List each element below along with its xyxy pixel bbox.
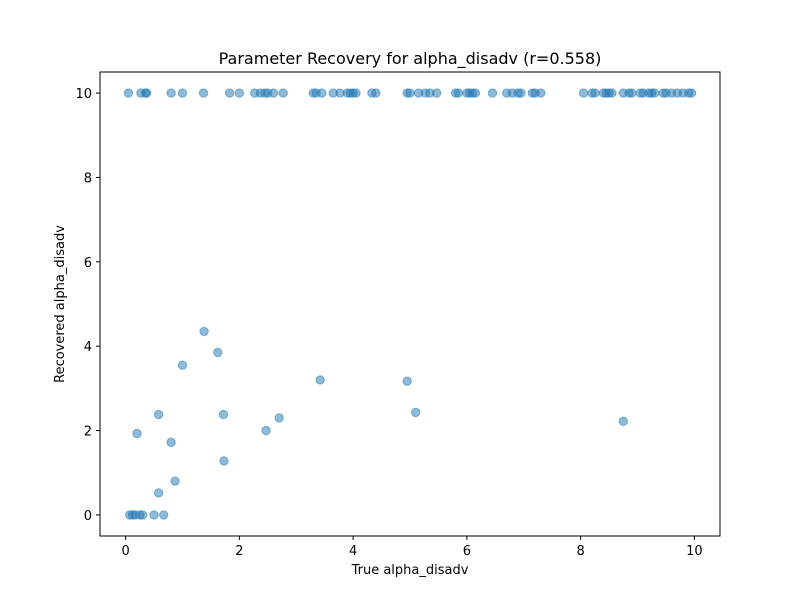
data-point	[224, 88, 235, 98]
data-point	[268, 88, 279, 98]
data-point	[315, 375, 325, 385]
plot-frame	[99, 71, 721, 537]
y-tick-label: 8	[84, 171, 92, 186]
y-tick-label: 2	[84, 425, 92, 440]
data-point	[261, 425, 271, 436]
data-point	[278, 88, 288, 98]
y-axis: 0 2 4 6 8 10	[75, 87, 100, 524]
data-point	[153, 488, 164, 498]
data-point	[410, 407, 421, 418]
y-tick-label: 4	[84, 340, 92, 355]
data-point	[371, 88, 381, 98]
data-point	[199, 326, 209, 337]
data-point	[177, 88, 188, 98]
x-tick-label: 0	[121, 544, 129, 559]
data-point	[649, 88, 660, 98]
data-point	[686, 88, 697, 98]
data-point	[402, 376, 412, 386]
data-point	[123, 88, 134, 98]
data-point	[198, 88, 209, 98]
data-point	[453, 88, 464, 98]
data-point	[166, 437, 176, 448]
data-point	[590, 88, 600, 98]
data-point	[137, 510, 148, 520]
data-point	[213, 347, 223, 358]
data-point	[317, 88, 327, 98]
data-point	[618, 416, 628, 426]
points-layer	[123, 88, 697, 520]
data-point	[166, 88, 176, 98]
data-point	[432, 88, 442, 98]
chart-title: Parameter Recovery for alpha_disadv (r=0…	[219, 49, 602, 69]
x-axis: 0 2 4 6 8 10	[121, 536, 703, 559]
x-tick-label: 2	[235, 544, 243, 559]
x-axis-label: True alpha_disadv	[351, 563, 469, 578]
x-tick-label: 6	[463, 544, 471, 559]
data-point	[607, 88, 617, 98]
data-point	[141, 88, 152, 98]
data-point	[470, 88, 481, 98]
data-point	[487, 88, 498, 98]
y-tick-label: 6	[84, 256, 92, 271]
data-point	[405, 88, 415, 98]
data-point	[234, 88, 245, 98]
data-point	[627, 88, 637, 98]
y-axis-label: Recovered alpha_disadv	[53, 225, 68, 383]
x-tick-label: 4	[349, 544, 357, 559]
data-point	[132, 428, 142, 439]
data-point	[516, 88, 526, 98]
data-point	[218, 409, 229, 420]
data-point	[177, 360, 188, 370]
data-point	[351, 88, 361, 98]
data-point	[578, 88, 589, 98]
x-tick-label: 10	[686, 544, 703, 559]
data-point	[159, 510, 169, 520]
data-point	[274, 413, 284, 423]
data-point	[149, 510, 159, 520]
data-point	[219, 456, 229, 466]
y-tick-label: 10	[75, 87, 92, 102]
data-point	[170, 476, 180, 486]
y-tick-label: 0	[84, 509, 92, 524]
data-point	[153, 409, 164, 420]
data-point	[536, 88, 546, 98]
x-tick-label: 8	[577, 544, 585, 559]
